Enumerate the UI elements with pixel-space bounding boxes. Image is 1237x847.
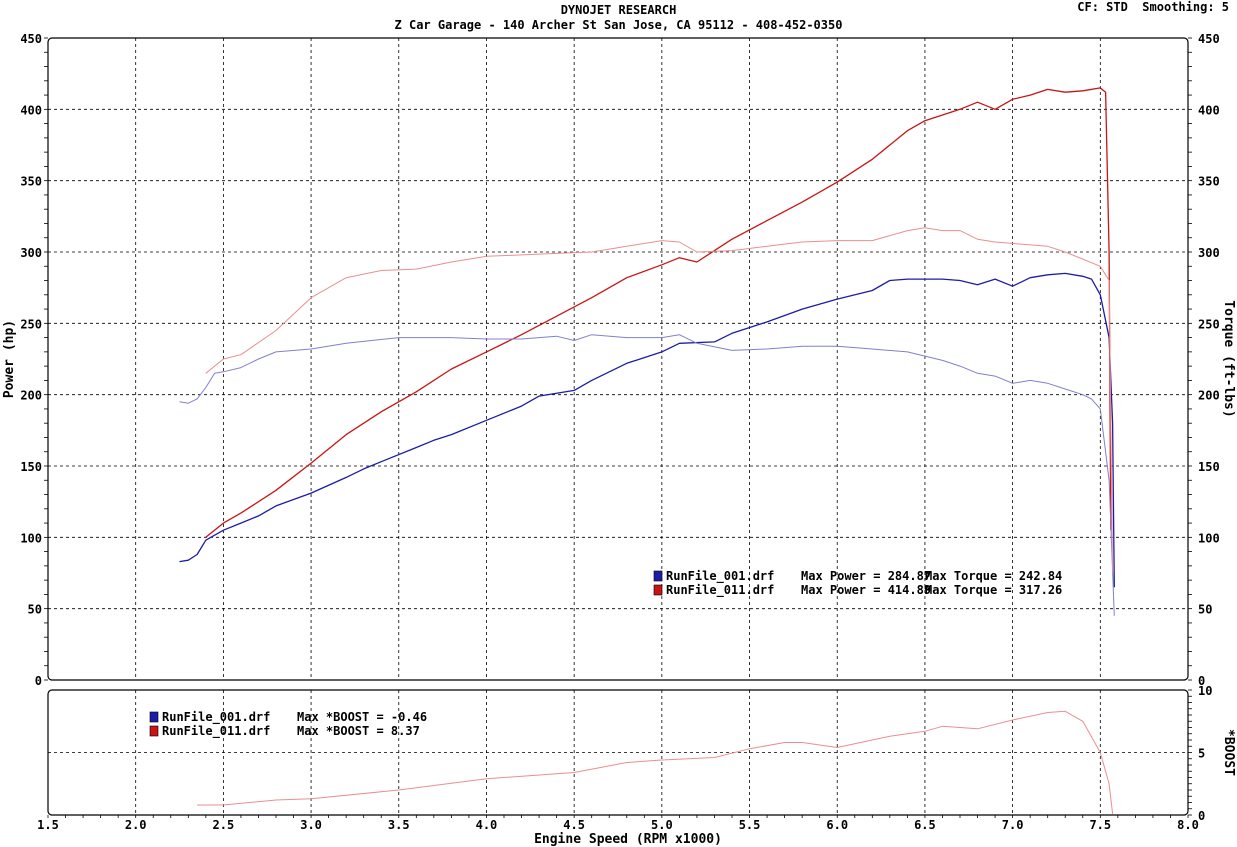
legend-file: RunFile_011.drf [666,583,774,598]
y-tick-label-left: 0 [35,674,42,688]
x-tick-label: 5.5 [739,818,761,832]
x-tick-label: 3.0 [300,818,322,832]
y-tick-label-left: 300 [20,246,42,260]
y-tick-label-right: 0 [1198,674,1205,688]
x-tick-label: 2.5 [213,818,235,832]
y-axis-title-right: Torque (ft-lbs) [1221,300,1236,417]
x-tick-label: 4.0 [476,818,498,832]
y-tick-label-right: 350 [1198,175,1220,189]
y-tick-label-right: 250 [1198,317,1220,331]
y-tick-label-left: 50 [28,603,42,617]
y-tick-label-left: 350 [20,175,42,189]
legend-max-power: Max Power = 284.87 [801,569,931,583]
y-tick-label-right: 300 [1198,246,1220,260]
y-tick-label-right: 100 [1198,531,1220,545]
x-tick-label: 6.5 [914,818,936,832]
x-tick-label: 7.0 [1002,818,1024,832]
boost-legend: RunFile_001.drf Max *BOOST = -0.46 RunFile… [149,710,427,739]
y-tick-label-right: 50 [1198,603,1212,617]
boost-axis-title: *BOOST [1221,729,1236,776]
y-tick-label-left: 150 [20,460,42,474]
legend-max-power: Max Power = 414.89 [801,583,931,597]
legend-swatch [149,725,159,737]
legend-max-boost: Max *BOOST = 8.37 [297,724,420,738]
y-tick-label-left: 100 [20,531,42,545]
chart-title: DYNOJET RESEARCH [560,3,677,17]
x-tick-label: 7.5 [1089,818,1111,832]
x-tick-label: 2.0 [125,818,147,832]
legend-swatch [653,584,663,596]
power-curve-0 [179,272,1115,588]
legend-max-boost: Max *BOOST = -0.46 [297,710,427,724]
legend-file: RunFile_011.drf [162,724,270,739]
legend-file: RunFile_001.drf [162,710,270,725]
legend-max-torque: Max Torque = 242.84 [925,569,1062,583]
y-axis-title-left: Power (hp) [2,320,17,398]
boost-tick-label: 10 [1198,684,1212,698]
power-curve-1 [205,87,1112,538]
boost-curve-0 [197,710,1114,814]
torque-curve-3 [205,227,1114,574]
legend-swatch [653,570,663,582]
smoothing-setting: Smoothing: 5 [1142,0,1229,14]
boost-panel: RunFile_001.drf Max *BOOST = -0.46 RunFile… [47,689,1192,818]
main-plot-frame [47,37,1189,681]
y-tick-label-right: 150 [1198,460,1220,474]
y-tick-label-right: 200 [1198,389,1220,403]
boost-tick-label: 5 [1198,747,1205,761]
x-tick-label: 8.0 [1177,818,1199,832]
torque-curve-2 [179,334,1115,616]
y-tick-label-left: 450 [20,32,42,46]
y-tick-label-left: 400 [20,103,42,117]
x-tick-label: 1.5 [37,818,59,832]
settings-readout: CF: STD Smoothing: 5 [1077,0,1229,14]
legend-file: RunFile_001.drf [666,569,774,584]
legend-swatch [149,711,159,723]
chart-subtitle: Z Car Garage - 140 Archer St San Jose, C… [394,18,843,32]
axis-labels: 1.5 2.0 2.5 3.0 3.5 4.0 4.5 5.0 5.5 6.0 6.5 7.0 7.5 8… [2,32,1236,847]
y-tick-label-left: 200 [20,389,42,403]
cf-setting: CF: STD [1077,0,1128,14]
y-tick-label-right: 450 [1198,32,1220,46]
legend-max-torque: Max Torque = 317.26 [925,583,1062,597]
x-tick-label: 5.0 [651,818,673,832]
y-tick-label-left: 250 [20,317,42,331]
y-tick-label-right: 400 [1198,103,1220,117]
x-tick-label: 6.0 [826,818,848,832]
x-axis-title: Engine Speed (RPM x1000) [534,832,722,847]
x-tick-label: 4.5 [563,818,585,832]
x-tick-label: 3.5 [388,818,410,832]
boost-tick-label: 0 [1198,809,1205,823]
